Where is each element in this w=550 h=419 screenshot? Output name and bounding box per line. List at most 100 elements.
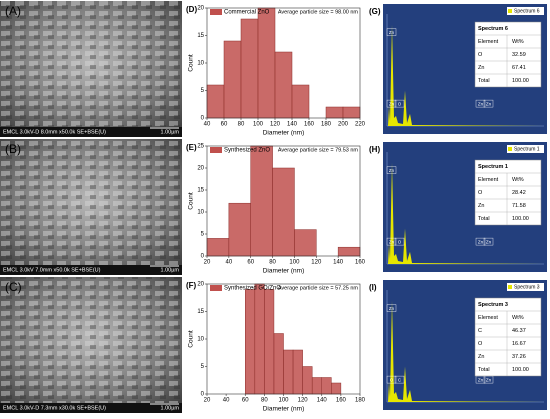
x-tick-label: 160 — [336, 398, 347, 404]
peak-label-box — [386, 304, 397, 312]
table-cell: O — [478, 190, 483, 196]
y-tick-label: 20 — [197, 166, 204, 172]
x-tick-label: 140 — [287, 122, 298, 128]
table-cell: 46.37 — [512, 328, 526, 334]
peak-label-box — [386, 99, 397, 108]
x-tick-label: 40 — [223, 398, 230, 404]
plot-frame — [206, 145, 361, 257]
annotation: Average particle size = 79.53 nm — [278, 147, 359, 153]
x-tick-label: 100 — [289, 260, 300, 266]
spectrum-legend: Spectrum 6 — [514, 8, 540, 14]
spectrum-legend: Spectrum 3 — [514, 284, 540, 290]
table-cell: 71.58 — [512, 203, 526, 209]
table-cell: Element — [478, 177, 499, 183]
sem-texture — [0, 1, 182, 137]
panel-label: (C) — [5, 280, 22, 294]
panel-label: (H) — [369, 145, 380, 154]
bar — [254, 283, 265, 395]
peak-label: Zn — [389, 30, 395, 35]
table-cell: 28.42 — [512, 190, 526, 196]
x-tick-label: 100 — [253, 122, 264, 128]
bar — [228, 202, 251, 257]
y-tick-label: 0 — [201, 116, 205, 122]
x-tick-label: 60 — [242, 398, 249, 404]
sem-texture — [0, 139, 182, 275]
bar — [302, 366, 313, 395]
y-tick-label: 10 — [197, 61, 204, 67]
bar — [250, 145, 273, 257]
spectrum-legend-swatch — [508, 147, 512, 151]
panel-label: (F) — [186, 281, 197, 290]
bar — [206, 238, 230, 257]
peak-label: O — [398, 101, 402, 106]
panel-label: (A) — [5, 4, 21, 18]
x-tick-label: 140 — [317, 398, 328, 404]
legend-label: Synthesized GO/ZnO — [224, 286, 281, 292]
legend-label: Synthesized ZnO — [224, 148, 270, 154]
peak-label: Zn — [478, 101, 484, 106]
panel-label: (I) — [369, 283, 377, 292]
peak-label-box — [386, 237, 397, 246]
peak-label-box — [483, 99, 494, 108]
peak-label-box — [394, 375, 405, 384]
panel-label: (B) — [5, 142, 21, 156]
y-tick-label: 5 — [201, 88, 205, 94]
x-tick-label: 160 — [304, 122, 315, 128]
table-cell: 32.59 — [512, 52, 526, 58]
x-axis-label: Diameter (nm) — [263, 268, 305, 275]
bar — [223, 40, 242, 119]
table-cell: Zn — [478, 354, 484, 360]
y-tick-label: 10 — [197, 210, 204, 216]
legend-swatch — [210, 147, 222, 153]
table-cell: 100.00 — [512, 367, 529, 373]
spectrum — [388, 300, 544, 402]
y-tick-label: 5 — [201, 364, 205, 370]
bar — [240, 18, 259, 119]
y-tick-label: 5 — [201, 232, 205, 238]
x-tick-label: 60 — [247, 260, 254, 266]
table-cell: Wt% — [512, 315, 524, 321]
table-cell: 100.00 — [512, 78, 529, 84]
y-tick-label: 0 — [201, 254, 205, 260]
annotation: Average particle size = 57.25 nm — [278, 285, 359, 291]
table-cell: 16.67 — [512, 341, 526, 347]
panel-label: (E) — [186, 143, 197, 152]
table-title: Spectrum 1 — [478, 164, 508, 170]
x-tick-label: 200 — [338, 122, 349, 128]
peak-label: Zn — [389, 239, 395, 244]
peak-label-box — [394, 99, 405, 108]
bar — [245, 289, 256, 395]
bar — [257, 7, 276, 119]
x-tick-label: 20 — [204, 260, 211, 266]
x-tick-label: 80 — [269, 260, 276, 266]
y-axis-label: Count — [188, 330, 195, 348]
bar — [321, 377, 332, 395]
bar — [272, 167, 295, 257]
legend-swatch — [210, 9, 222, 15]
peak-label-box — [475, 237, 486, 246]
table-cell: Total — [478, 367, 490, 373]
table-cell: Elemest — [478, 315, 498, 321]
x-tick-label: 140 — [333, 260, 344, 266]
spectrum-legend: Spectrum 1 — [514, 146, 540, 152]
peak-label-box — [475, 99, 486, 108]
caption-bar — [0, 265, 182, 275]
x-tick-label: 60 — [221, 122, 228, 128]
y-tick-label: 20 — [197, 6, 204, 12]
x-tick-label: 80 — [238, 122, 245, 128]
table-cell: C — [478, 328, 482, 334]
table-bg — [474, 21, 542, 88]
peak-label: C — [398, 377, 402, 382]
peak-label-box — [394, 237, 405, 246]
peak-label: O — [390, 377, 394, 382]
sem-texture — [0, 277, 182, 413]
scale-label: 1.00µm — [161, 405, 180, 411]
bar — [342, 106, 361, 119]
table-cell: O — [478, 341, 483, 347]
x-tick-label: 180 — [355, 398, 366, 404]
y-axis-label: Count — [188, 54, 195, 72]
table-cell: Total — [478, 216, 490, 222]
peak-label: O — [398, 239, 402, 244]
table-cell: 100.00 — [512, 216, 529, 222]
legend-label: Commercial ZnO — [224, 10, 270, 16]
